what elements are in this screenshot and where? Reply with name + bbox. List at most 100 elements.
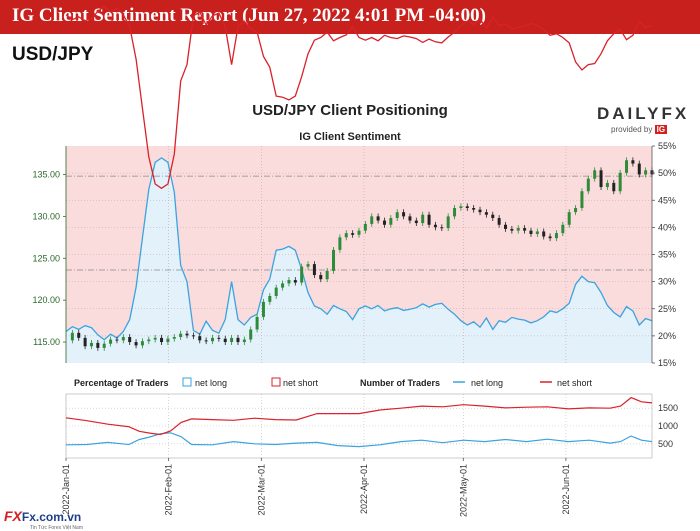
- trader-count-short-line: [65, 396, 653, 436]
- candle-body-23: [211, 337, 214, 342]
- trader-count-axis: 500 1000 1500: [658, 403, 678, 449]
- fxcom-vn-logo: FXFx.com.vn: [4, 508, 81, 524]
- candle-body-35: [287, 280, 291, 284]
- candle-body-87: [618, 172, 622, 192]
- currency-pair: USD/JPY: [12, 44, 94, 65]
- legend-num-short: net short: [557, 378, 593, 388]
- candle-body-84: [599, 170, 603, 188]
- candle-body-41: [325, 270, 329, 280]
- candle-body-11: [134, 342, 138, 346]
- candle-body-64: [472, 208, 476, 210]
- date-tick-label-2: 2022-Mar-01: [256, 464, 266, 516]
- candle-body-58: [433, 224, 437, 228]
- dailyfx-logo: DAILYFX provided by IG: [597, 104, 687, 134]
- candle-body-91: [644, 170, 648, 175]
- candle-body-48: [370, 216, 374, 224]
- price-tick-label-3: 130.00: [32, 211, 60, 221]
- candle-body-82: [586, 178, 590, 192]
- date-tick-label-5: 2022-Jun-01: [561, 464, 571, 515]
- candle-body-83: [593, 170, 597, 179]
- candle-body-67: [491, 214, 495, 219]
- candle-body-69: [504, 224, 507, 229]
- candle-body-85: [605, 182, 609, 188]
- date-tick-label-4: 2022-May-01: [458, 464, 468, 517]
- candle-body-17: [172, 337, 176, 339]
- candle-body-61: [453, 208, 457, 217]
- ig-badge: IG: [654, 125, 668, 134]
- candle-body-39: [312, 264, 316, 276]
- legend: Percentage of Traders net long net short…: [74, 377, 593, 388]
- candle-body-52: [395, 212, 399, 219]
- date-tick-label-3: 2022-Apr-01: [359, 464, 369, 514]
- candle-body-22: [204, 340, 208, 342]
- count-tick-label-0: 500: [658, 439, 673, 449]
- candle-body-36: [293, 280, 297, 283]
- candle-body-33: [274, 287, 278, 296]
- candle-body-27: [236, 337, 240, 343]
- count-tick-label-1: 1000: [658, 421, 678, 431]
- candle-body-51: [389, 218, 393, 225]
- candle-body-14: [153, 337, 157, 340]
- candle-body-10: [128, 337, 132, 343]
- candle-body-71: [516, 228, 520, 231]
- main-chart: 115.00 120.00 125.00 130.00 135.00 15% 20% 25%…: [32, 5, 676, 368]
- candle-body-30: [255, 316, 259, 330]
- candle-body-90: [637, 163, 641, 175]
- date-axis: 2022-Jan-01 2022-Feb-01 2022-Mar-01 2022-Ap…: [61, 458, 571, 517]
- candle-body-21: [198, 336, 202, 341]
- candle-body-86: [612, 182, 616, 192]
- trader-count-frame: [65, 393, 653, 459]
- candle-body-75: [542, 231, 546, 237]
- candle-body-72: [523, 228, 527, 231]
- legend-num-long: net long: [471, 378, 503, 388]
- candle-body-81: [580, 191, 584, 208]
- percent-tick-label-8: 55%: [658, 141, 676, 151]
- candle-body-74: [535, 231, 539, 234]
- candle-body-7: [109, 339, 113, 344]
- candle-body-78: [561, 224, 565, 234]
- net-short-pct-line: [65, 5, 653, 190]
- legend-pct-long: net long: [195, 378, 227, 388]
- provided-by: provided by IG: [597, 125, 687, 134]
- percent-tick-label-4: 35%: [658, 250, 676, 260]
- candle-body-34: [281, 283, 285, 288]
- candle-body-89: [631, 160, 635, 164]
- candle-body-79: [567, 212, 571, 225]
- percent-tick-label-5: 40%: [658, 222, 676, 232]
- price-reference-lines: [66, 175, 652, 271]
- candle-body-4: [89, 342, 93, 347]
- net-long-area: [66, 157, 652, 363]
- candle-body-43: [338, 237, 342, 250]
- percent-tick-label-3: 30%: [658, 277, 676, 287]
- candle-body-68: [497, 218, 501, 225]
- footer-tagline: Tin Tức Forex Việt Nam: [30, 525, 83, 531]
- candle-body-12: [140, 341, 144, 346]
- candle-body-57: [427, 214, 431, 225]
- percent-tick-label-1: 20%: [658, 331, 676, 341]
- percent-tick-label-6: 45%: [658, 195, 676, 205]
- candle-body-38: [306, 264, 310, 267]
- candle-body-32: [268, 295, 272, 302]
- candle-body-55: [414, 220, 418, 224]
- candle-body-18: [179, 333, 183, 338]
- candle-body-2: [77, 332, 81, 338]
- candle-body-44: [344, 233, 348, 238]
- candle-body-60: [446, 216, 450, 229]
- candle-body-76: [548, 236, 552, 239]
- candle-body-50: [382, 220, 386, 225]
- candle-body-54: [408, 216, 412, 221]
- price-tick-label-0: 115.00: [33, 337, 60, 347]
- candle-body-8: [115, 339, 119, 341]
- candle-body-46: [357, 230, 361, 235]
- candle-body-24: [217, 337, 221, 339]
- candle-body-77: [554, 233, 558, 239]
- candle-body-45: [351, 233, 355, 235]
- candle-body-42: [332, 249, 336, 271]
- candle-body-88: [625, 160, 629, 173]
- candle-body-37: [300, 266, 304, 283]
- price-tick-label-1: 120.00: [32, 295, 60, 305]
- legend-pct-long-swatch: [182, 377, 192, 387]
- percent-tick-label-0: 15%: [658, 358, 676, 368]
- price-axis: 115.00 120.00 125.00 130.00 135.00: [32, 146, 67, 363]
